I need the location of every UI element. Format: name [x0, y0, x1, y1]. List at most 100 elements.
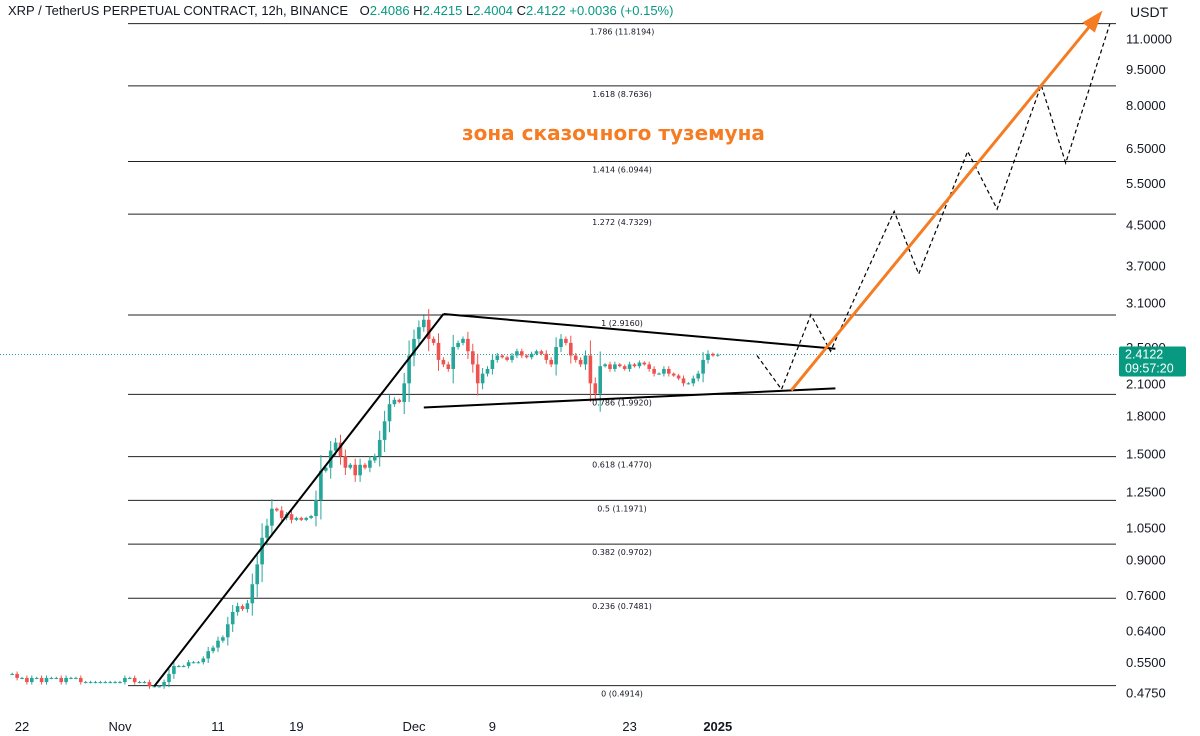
candle-body: [15, 673, 19, 678]
candle: [34, 676, 39, 680]
candle: [373, 453, 377, 464]
candle: [294, 516, 299, 522]
candle: [108, 680, 112, 684]
candle: [539, 349, 544, 356]
fib-label-0.618: 0.618 (1.4770): [592, 461, 652, 470]
candle: [662, 366, 666, 377]
candle: [103, 680, 108, 684]
candle-body: [627, 364, 632, 369]
candle-body: [441, 359, 446, 365]
price-tick-label: 8.0000: [1126, 98, 1166, 113]
candle-body: [275, 508, 279, 511]
candle-body: [98, 682, 103, 684]
candle: [564, 336, 568, 346]
candle-body: [706, 353, 710, 360]
candle: [314, 490, 318, 527]
candle: [598, 351, 602, 412]
currency-unit[interactable]: USDT: [1130, 4, 1169, 20]
candle: [309, 514, 313, 520]
candle-body: [544, 353, 549, 360]
candle-body: [471, 351, 475, 365]
candle-body: [211, 647, 215, 652]
candle-body: [578, 359, 583, 365]
candle-body: [691, 378, 696, 384]
fib-label-1.618: 1.618 (8.7636): [592, 90, 652, 99]
candle-body: [613, 364, 617, 369]
candle-body: [358, 464, 362, 476]
candle-body: [676, 375, 681, 379]
candle: [270, 499, 274, 537]
candle-body: [510, 355, 514, 360]
candle: [30, 675, 34, 685]
candle: [711, 352, 715, 357]
time-axis: 22 Nov 11 19 Dec 9 23 2025: [0, 712, 1118, 736]
candle: [382, 410, 387, 452]
candle: [123, 675, 127, 685]
candle-body: [657, 373, 661, 375]
candle-body: [569, 342, 573, 356]
candle: [446, 361, 451, 372]
fib-label-0.786: 0.786 (1.9920): [592, 398, 652, 407]
triangle-upper-line: [443, 312, 836, 350]
candle: [603, 363, 607, 368]
fib-label-0: 0 (0.4914): [601, 690, 643, 699]
candle: [235, 602, 240, 616]
candle: [304, 516, 308, 522]
candle: [64, 675, 68, 685]
candle: [534, 349, 539, 356]
candle: [167, 669, 171, 688]
candle-body: [25, 677, 29, 683]
candle: [387, 394, 392, 433]
candle-body: [265, 525, 269, 538]
candle-body: [701, 359, 705, 374]
current-price-badge: [1119, 346, 1186, 377]
candle-body: [108, 682, 112, 684]
candle: [412, 329, 416, 367]
candle-body: [123, 677, 127, 683]
candle: [466, 331, 470, 360]
candle-body: [529, 353, 534, 358]
candle-body: [686, 383, 691, 385]
price-tick-label: 6.5000: [1126, 141, 1166, 156]
annotation-text: зона сказочного туземуна: [462, 121, 765, 145]
candle-body: [520, 351, 524, 356]
price-tick-label: 0.5500: [1126, 655, 1166, 670]
candle: [573, 352, 578, 363]
candle-body: [44, 677, 49, 683]
candle: [279, 506, 284, 523]
high-label: H: [413, 3, 423, 18]
close-value: 2.4122: [525, 3, 566, 18]
candle: [431, 336, 436, 346]
candle: [706, 350, 710, 364]
candle: [471, 343, 475, 373]
candle: [15, 671, 19, 681]
low-label: L: [465, 3, 474, 18]
candle: [83, 680, 88, 684]
time-tick-label: 9: [489, 719, 496, 734]
candle-body: [255, 564, 259, 585]
fib-label-0.236: 0.236 (0.7481): [592, 602, 652, 611]
candle-body: [333, 442, 338, 451]
price-tick-label: 0.4750: [1126, 686, 1166, 701]
symbol-title[interactable]: XRP / TetherUS PERPETUAL CONTRACT, 12h, …: [8, 3, 349, 18]
candle: [657, 372, 661, 375]
candle-body: [549, 359, 553, 365]
candle-body: [598, 366, 602, 394]
candle: [588, 340, 593, 402]
candle-body: [74, 677, 78, 679]
candle: [500, 354, 504, 359]
candle-body: [343, 456, 348, 468]
candle: [524, 354, 529, 359]
candle-body: [250, 584, 255, 604]
candle-body: [260, 537, 264, 565]
candle-body: [505, 357, 509, 360]
candle: [691, 375, 696, 387]
candle: [25, 675, 29, 685]
candle-body: [622, 366, 627, 369]
candle-body: [137, 682, 142, 684]
candle-body: [466, 338, 470, 352]
candle: [676, 373, 681, 381]
candle: [245, 599, 250, 613]
